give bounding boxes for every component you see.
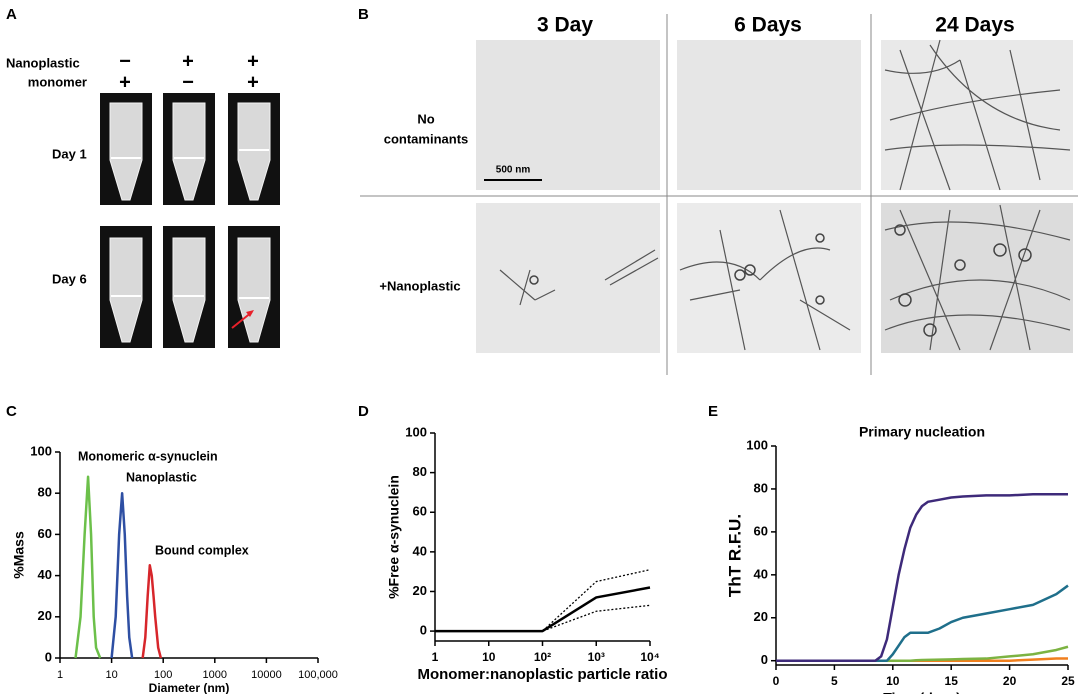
day-label: Day 1 (52, 146, 87, 161)
y-tick-label: 60 (38, 526, 52, 541)
x-tick-label: 10 (105, 669, 117, 681)
column-header: 6 Days (734, 14, 802, 37)
y-tick-label: 0 (45, 649, 52, 664)
y-tick-label: 20 (38, 608, 52, 623)
y-tick-label: 80 (754, 480, 768, 495)
column-header: 3 Day (537, 14, 593, 37)
sign: + (247, 50, 259, 72)
row-label: contaminants (384, 131, 469, 146)
y-tick-label: 80 (38, 485, 52, 500)
data-line (776, 645, 1069, 662)
x-tick-label: 15 (945, 674, 959, 688)
x-tick-label: 10² (534, 650, 551, 664)
x-tick-label: 25 (1061, 674, 1075, 688)
y-tick-label: 20 (754, 609, 768, 624)
sign: + (119, 71, 131, 93)
y-tick-label: 40 (38, 567, 52, 582)
y-axis-title: ThT R.F.U. (725, 514, 744, 597)
y-axis-title: %Mass (11, 531, 27, 579)
x-tick-label: 10 (482, 650, 496, 664)
series-label: Nanoplastic (126, 470, 197, 484)
y-tick-label: 100 (746, 437, 768, 452)
tube-photos (100, 93, 280, 348)
x-tick-label: 0 (773, 674, 780, 688)
panel-dividers (360, 14, 1078, 375)
x-tick-label: 10⁴ (640, 650, 659, 664)
x-axis-title: Time (days) (883, 690, 961, 694)
x-tick-label: 20 (1003, 674, 1017, 688)
y-tick-label: 60 (754, 523, 768, 538)
x-tick-label: 10000 (251, 669, 282, 681)
column-header: 24 Days (935, 14, 1014, 37)
sign: + (247, 71, 259, 93)
x-tick-label: 100 (154, 669, 172, 681)
x-tick-label: 5 (831, 674, 838, 688)
panel-label: B (358, 6, 369, 23)
y-tick-label: 60 (413, 504, 427, 519)
data-line (776, 584, 1069, 662)
y-tick-label: 0 (420, 623, 427, 638)
data-line (141, 564, 163, 659)
y-tick-label: 100 (30, 443, 52, 458)
row-label: monomer (28, 74, 87, 89)
day-label: Day 6 (52, 271, 87, 286)
sign: + (182, 50, 194, 72)
x-tick-label: 100,000 (298, 669, 338, 681)
sign: − (119, 50, 131, 72)
data-line (74, 475, 102, 659)
panel-label: A (6, 6, 17, 23)
y-tick-label: 40 (413, 543, 427, 558)
data-line (435, 604, 651, 632)
panel-label: D (358, 403, 369, 420)
y-tick-label: 80 (413, 464, 427, 479)
x-tick-label: 1000 (203, 669, 227, 681)
data-line (110, 491, 134, 659)
x-tick-label: 10 (886, 674, 900, 688)
y-tick-label: 40 (754, 566, 768, 581)
row-label: +Nanoplastic (379, 278, 460, 293)
x-tick-label: 1 (57, 669, 63, 681)
x-tick-label: 10³ (588, 650, 605, 664)
chart-title: Primary nucleation (859, 424, 985, 440)
tem-images (476, 39, 1073, 353)
row-label: No (417, 111, 434, 126)
x-axis-title: Monomer:nanoplastic particle ratio (417, 666, 667, 683)
y-tick-label: 20 (413, 583, 427, 598)
x-tick-label: 1 (432, 650, 439, 664)
series-label: Monomeric α-synuclein (78, 449, 218, 463)
panel-label: E (708, 403, 718, 420)
row-label: Nanoplastic (6, 55, 80, 70)
series-label: Bound complex (155, 543, 249, 557)
data-line (776, 493, 1068, 662)
y-tick-label: 100 (405, 424, 427, 439)
x-axis-title: Diameter (nm) (149, 681, 230, 694)
scale-bar-label: 500 nm (496, 165, 531, 176)
sign: − (182, 71, 194, 93)
y-axis-title: %Free α-synuclein (386, 475, 402, 599)
data-line (435, 586, 651, 633)
y-tick-label: 0 (761, 652, 768, 667)
panel-label: C (6, 403, 17, 420)
data-line (435, 569, 651, 632)
